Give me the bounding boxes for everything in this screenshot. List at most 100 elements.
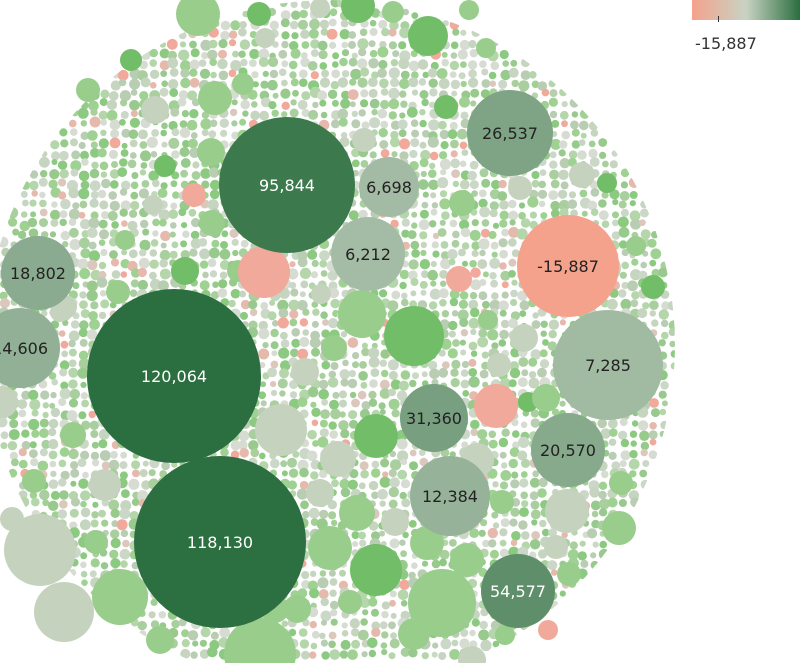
small-bubble	[590, 552, 597, 559]
small-bubble	[108, 191, 117, 200]
small-bubble	[30, 458, 39, 467]
small-bubble	[249, 308, 258, 317]
small-bubble	[87, 227, 98, 239]
small-bubble	[630, 269, 642, 281]
small-bubble	[117, 167, 128, 178]
data-bubble[interactable]	[1, 236, 75, 310]
small-bubble	[330, 519, 338, 527]
small-bubble	[390, 459, 402, 471]
small-bubble	[270, 458, 280, 469]
small-bubble	[171, 171, 180, 180]
data-bubble[interactable]	[134, 456, 306, 628]
data-bubble[interactable]	[219, 117, 355, 253]
small-bubble	[20, 211, 28, 218]
small-bubble	[159, 218, 167, 227]
small-bubble	[390, 379, 402, 390]
small-bubble	[327, 270, 338, 281]
small-bubble	[561, 130, 571, 140]
small-bubble	[470, 419, 480, 430]
small-bubble	[440, 258, 451, 270]
bubble-value-label: 6,212	[345, 245, 391, 264]
small-bubble	[348, 31, 357, 39]
small-bubble	[130, 191, 139, 200]
small-bubble	[300, 500, 309, 510]
small-bubble	[631, 291, 640, 300]
small-bubble	[439, 299, 447, 307]
small-bubble	[419, 280, 428, 289]
small-bubble	[668, 320, 675, 331]
small-bubble	[77, 458, 87, 468]
small-bubble	[459, 39, 470, 51]
small-bubble	[68, 218, 77, 226]
small-bubble	[369, 98, 380, 109]
small-bubble	[297, 459, 309, 471]
data-bubble[interactable]	[87, 289, 261, 463]
small-bubble	[621, 261, 629, 270]
small-bubble	[381, 631, 389, 639]
small-bubble	[280, 10, 291, 21]
small-bubble	[499, 539, 507, 547]
data-bubble[interactable]	[517, 215, 619, 317]
small-bubble	[471, 618, 480, 627]
small-bubble	[70, 160, 82, 172]
data-bubble[interactable]	[481, 554, 555, 628]
small-bubble	[499, 329, 509, 340]
small-bubble	[97, 148, 107, 158]
small-bubble	[359, 539, 367, 547]
small-bubble	[498, 179, 507, 189]
small-bubble	[299, 336, 310, 348]
small-bubble	[60, 381, 69, 390]
small-bubble	[70, 461, 79, 470]
data-bubble[interactable]	[467, 90, 553, 176]
small-bubble	[221, 230, 229, 238]
small-bubble	[499, 481, 509, 490]
small-bubble	[601, 191, 609, 199]
small-bubble	[139, 249, 147, 257]
small-bubble	[62, 319, 69, 326]
small-bubble	[296, 488, 308, 500]
data-bubble[interactable]	[553, 310, 663, 420]
small-bubble	[468, 69, 477, 78]
small-bubble	[418, 449, 426, 456]
small-bubble	[80, 150, 89, 160]
data-bubble[interactable]	[0, 308, 60, 388]
small-bubble	[58, 459, 67, 468]
small-bubble	[321, 651, 330, 660]
small-bubble	[312, 440, 319, 447]
small-bubble	[439, 158, 451, 170]
small-bubble	[580, 559, 589, 568]
small-bubble	[611, 461, 621, 471]
small-bubble	[217, 58, 228, 70]
small-bubble	[259, 110, 269, 121]
small-bubble	[311, 347, 320, 357]
small-bubble	[588, 148, 598, 159]
small-bubble	[357, 58, 368, 69]
small-bubble	[619, 460, 627, 468]
small-bubble	[248, 300, 258, 310]
small-bubble	[172, 191, 180, 199]
data-bubble[interactable]	[400, 384, 468, 452]
small-bubble	[38, 177, 48, 187]
small-bubble	[180, 240, 188, 248]
small-bubble	[138, 257, 150, 269]
data-bubble[interactable]	[331, 217, 405, 291]
small-bubble	[278, 308, 289, 318]
small-bubble	[571, 140, 581, 149]
medium-bubble	[338, 290, 386, 338]
small-bubble	[180, 60, 191, 72]
small-bubble	[349, 78, 357, 86]
data-bubble[interactable]	[531, 413, 605, 487]
small-bubble	[609, 160, 618, 169]
small-bubble	[100, 299, 110, 309]
small-bubble	[101, 178, 111, 189]
small-bubble	[239, 290, 247, 298]
small-bubble	[190, 238, 202, 249]
small-bubble	[79, 291, 87, 299]
data-bubble[interactable]	[410, 456, 490, 536]
small-bubble	[510, 479, 520, 489]
small-bubble	[469, 180, 479, 190]
small-bubble	[618, 289, 627, 298]
data-bubble[interactable]	[359, 157, 419, 217]
small-bubble	[219, 260, 230, 270]
small-bubble	[231, 131, 240, 140]
